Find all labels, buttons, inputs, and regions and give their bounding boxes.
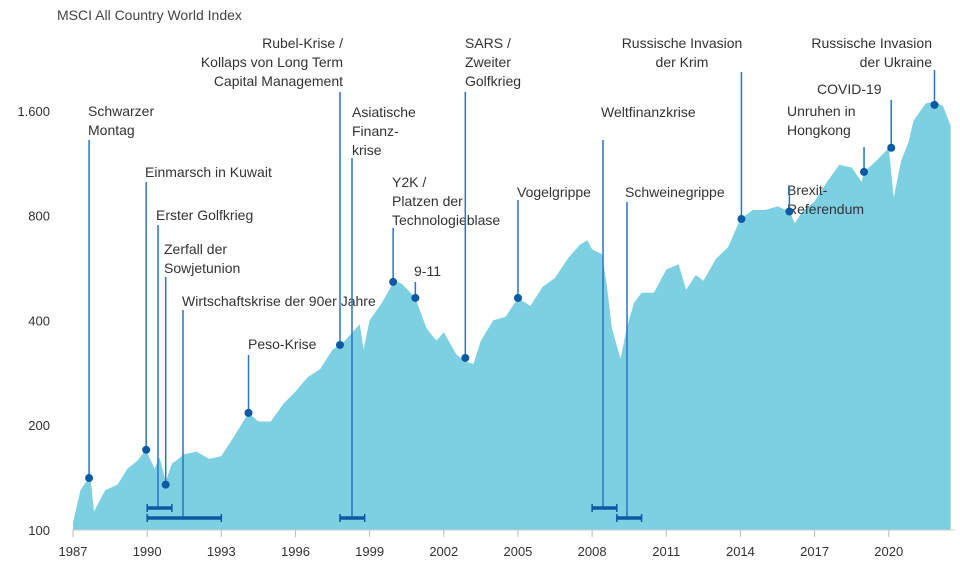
annotation-label: der Krim — [656, 54, 709, 70]
annotation-label: Unruhen in — [787, 103, 856, 119]
annotation: Peso-Krise — [244, 336, 317, 417]
annotation-marker — [244, 408, 253, 417]
annotation-label: Referendum — [787, 201, 864, 217]
annotation-label: Einmarsch in Kuwait — [145, 164, 272, 180]
annotation-label: Zweiter — [465, 54, 511, 70]
annotation: Vogelgrippe — [513, 184, 591, 302]
annotation-label: Montag — [88, 122, 135, 138]
annotation: Unruhen in Hongkong — [787, 103, 869, 176]
annotation-label: Russische Invasion — [622, 35, 743, 51]
annotation-label: Y2K / — [392, 174, 426, 190]
annotation-marker — [785, 207, 794, 216]
annotation-label: Erster Golfkrieg — [156, 207, 253, 223]
x-tick-label: 2002 — [429, 544, 458, 559]
annotation-label: Hongkong — [787, 122, 851, 138]
annotation-marker — [161, 480, 170, 489]
annotation-marker — [513, 293, 522, 302]
annotation: 9-11 — [411, 263, 441, 302]
x-tick-label: 2011 — [652, 544, 680, 559]
annotation-label: Peso-Krise — [248, 336, 317, 352]
annotation-marker — [887, 143, 896, 152]
y-tick-label: 800 — [28, 209, 50, 224]
y-tick-label: 100 — [28, 523, 50, 538]
annotation-label: Asiatische — [352, 104, 416, 120]
annotation-label: Rubel-Krise / — [262, 35, 343, 51]
annotation-label: COVID-19 — [817, 81, 882, 97]
x-tick-label: 2005 — [503, 544, 532, 559]
annotation-label: Brexit- — [787, 182, 828, 198]
annotation-label: Finanz- — [352, 123, 399, 139]
annotation: Schwarzer Montag — [85, 103, 154, 483]
annotation-label: Platzen der — [392, 193, 463, 209]
annotation: Asiatische Finanz-krise — [339, 104, 416, 522]
x-tick-label: 2008 — [578, 544, 607, 559]
y-tick-label: 200 — [28, 418, 50, 433]
annotation-label: Schwarzer — [88, 103, 154, 119]
annotation-marker — [411, 293, 420, 302]
x-tick-label: 1987 — [59, 544, 88, 559]
annotation: Y2K / Platzen der Technologieblase — [389, 174, 500, 286]
index-area — [73, 101, 951, 530]
annotation-label: krise — [352, 142, 382, 158]
annotation-label: Zerfall der — [164, 241, 227, 257]
annotation-label: Sowjetunion — [164, 260, 240, 276]
annotation: Russische Invasion der Krim — [622, 35, 746, 224]
annotation-label: Wirtschaftskrise der 90er Jahre — [182, 293, 376, 309]
annotation-marker — [461, 353, 470, 362]
annotation-marker — [389, 277, 398, 286]
annotation: SARS / Zweiter Golfkrieg — [461, 35, 521, 362]
y-tick-label: 1.600 — [17, 104, 50, 119]
annotation: COVID-19 — [817, 81, 896, 152]
y-tick-label: 400 — [28, 313, 50, 328]
annotation-label: Schweinegrippe — [625, 184, 725, 200]
annotation-label: 9-11 — [414, 263, 441, 279]
annotation: Einmarsch in Kuwait — [142, 164, 272, 454]
annotation: Zerfall der Sowjetunion — [161, 241, 240, 489]
x-tick-label: 1996 — [281, 544, 310, 559]
x-tick-label: 2020 — [874, 544, 903, 559]
annotation-marker — [335, 340, 344, 349]
annotation: Rubel-Krise / Kollaps von Long Term Capita… — [201, 35, 344, 349]
annotation-label: SARS / — [465, 35, 511, 51]
annotation: Erster Golfkrieg — [146, 207, 253, 512]
annotation-label: Vogelgrippe — [517, 184, 591, 200]
annotation-marker — [737, 215, 746, 224]
annotation-label: Capital Management — [214, 73, 343, 89]
annotation: Russische Invasion der Ukraine — [811, 35, 939, 109]
annotation-label: Technologieblase — [392, 212, 500, 228]
annotation-label: Russische Invasion — [811, 35, 932, 51]
annotation-marker — [860, 167, 869, 176]
annotation: Brexit- Referendum — [785, 182, 864, 217]
annotation-marker — [85, 474, 94, 483]
x-tick-label: 2017 — [800, 544, 829, 559]
annotation: Wirtschaftskrise der 90er Jahre — [146, 293, 376, 522]
x-tick-label: 1999 — [355, 544, 384, 559]
annotation: Schweinegrippe — [616, 184, 725, 522]
annotation-marker — [930, 100, 939, 109]
chart-title: MSCI All Country World Index — [57, 7, 242, 23]
annotation-label: Kollaps von Long Term — [201, 54, 343, 70]
annotation: Weltfinanzkrise — [591, 104, 696, 512]
x-tick-label: 1990 — [133, 544, 162, 559]
annotation-label: der Ukraine — [860, 54, 933, 70]
x-tick-label: 2014 — [726, 544, 755, 559]
annotation-label: Weltfinanzkrise — [601, 104, 696, 120]
annotation-marker — [142, 445, 151, 454]
annotation-label: Golfkrieg — [465, 73, 521, 89]
x-tick-label: 1993 — [207, 544, 236, 559]
